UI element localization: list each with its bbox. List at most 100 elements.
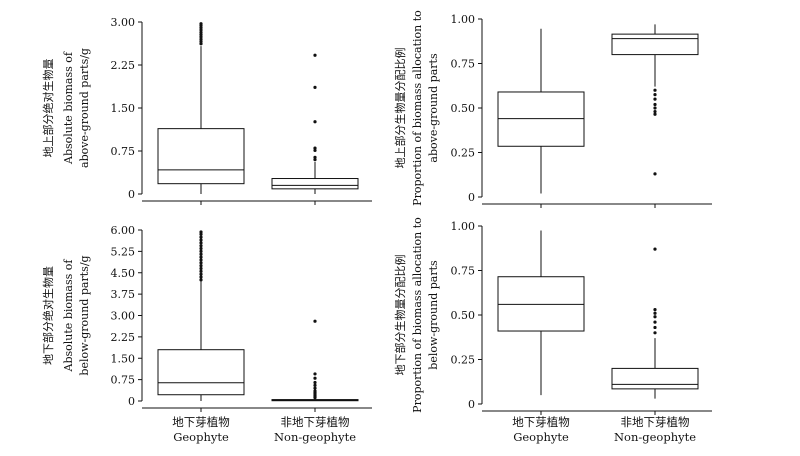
box-iqr	[157, 128, 245, 185]
box-geophyte	[497, 230, 585, 396]
outlier-point	[199, 261, 203, 265]
panel-above-absolute: 0 0.75 1.50 2.25 3.00 地上部分绝对生物量 Absolute bioma…	[41, 16, 372, 205]
box-geophyte	[157, 230, 245, 401]
panel-below-proportion: 0 0.25 0.50 0.75 1.00 地下部分生物量分配比例 Proportion o…	[393, 217, 712, 415]
outlier-point	[199, 241, 203, 245]
outlier-point	[199, 275, 203, 279]
outlier-point	[199, 22, 203, 26]
box-non-geophyte	[611, 24, 699, 176]
y-axis-label: 地下部分绝对生物量	[41, 266, 55, 365]
outlier-point	[199, 42, 203, 46]
y-axis-label: below-ground parts	[427, 260, 440, 370]
outlier-point	[313, 120, 317, 124]
outlier-point	[653, 102, 657, 107]
box-geophyte	[157, 22, 245, 194]
y-axis-label: above-ground parts	[427, 53, 440, 163]
outlier-point	[653, 331, 657, 335]
outlier-point	[199, 39, 203, 44]
outlier-point	[199, 26, 203, 30]
y-axis-label: Absolute biomass of	[62, 51, 75, 165]
y-axis-label: 地上部分绝对生物量	[41, 59, 55, 158]
outlier-point	[199, 35, 203, 39]
outlier-point	[199, 244, 203, 248]
outlier-point	[653, 311, 657, 315]
y-axis-label: 地上部分生物量分配比例	[393, 48, 407, 169]
y-tick-label: 3.00	[111, 310, 136, 323]
outlier-point	[199, 258, 203, 262]
y-tick-label: 0.75	[451, 265, 476, 278]
outlier-point	[653, 308, 657, 312]
outlier-point	[199, 266, 203, 271]
y-axis-label: 地下部分生物量分配比例	[393, 255, 407, 376]
outlier-point	[653, 325, 657, 330]
outlier-point	[313, 155, 317, 159]
y-tick-label: 0	[128, 188, 135, 201]
x-label-non-geophyte-en: Non-geophyte	[274, 430, 356, 444]
outlier-point	[199, 28, 203, 32]
outlier-point	[313, 386, 317, 390]
outlier-point	[199, 33, 203, 37]
y-tick-label: 0	[468, 398, 475, 411]
outlier-point	[653, 247, 657, 251]
y-tick-label: 0.25	[451, 147, 476, 160]
y-tick-label: 0.25	[451, 354, 476, 367]
y-tick-label: 0.75	[111, 374, 136, 387]
outlier-point	[199, 272, 203, 276]
x-label-non-geophyte-en: Non-geophyte	[614, 430, 696, 444]
y-tick-label: 0	[468, 191, 475, 204]
y-tick-label: 4.50	[111, 267, 136, 280]
x-label-non-geophyte-zh: 非地下芽植物	[281, 415, 350, 429]
outlier-point	[653, 320, 657, 324]
x-label-geophyte-en: Geophyte	[173, 430, 229, 444]
y-tick-label: 0.75	[111, 145, 136, 158]
outlier-point	[313, 85, 317, 89]
y-tick-label: 1.00	[451, 220, 476, 233]
y-tick-label: 3.75	[111, 288, 136, 301]
y-tick-label: 5.25	[111, 245, 136, 258]
outlier-point	[313, 146, 317, 150]
outlier-point	[199, 232, 203, 236]
y-tick-label: 0.50	[451, 102, 476, 115]
outlier-point	[313, 376, 317, 380]
box-iqr	[271, 178, 359, 190]
y-axis-label: Proportion of biomass allocation to	[411, 10, 424, 206]
outlier-point	[199, 255, 203, 259]
outlier-point	[313, 53, 317, 57]
outlier-point	[653, 106, 657, 110]
y-tick-label: 6.00	[111, 224, 136, 237]
outlier-point	[199, 278, 203, 282]
y-tick-label: 0.50	[451, 309, 476, 322]
outlier-point	[653, 109, 657, 114]
x-label-non-geophyte-zh: 非地下芽植物	[621, 415, 690, 429]
outlier-point	[313, 158, 317, 162]
y-tick-label: 1.50	[111, 352, 136, 365]
outlier-point	[199, 246, 203, 251]
box-non-geophyte	[271, 319, 359, 402]
y-tick-label: 1.00	[451, 13, 476, 26]
y-tick-label: 1.50	[111, 102, 136, 115]
outlier-point	[199, 252, 203, 256]
y-axis-label: below-ground parts/g	[78, 255, 91, 375]
box-geophyte	[497, 28, 585, 194]
y-tick-label: 2.25	[111, 331, 136, 344]
box-iqr	[157, 349, 245, 396]
y-axis-label: above-ground parts/g	[78, 48, 91, 168]
outlier-point	[313, 148, 317, 153]
box-iqr	[611, 33, 699, 56]
y-tick-label: 3.00	[111, 16, 136, 29]
outlier-point	[653, 172, 657, 176]
outlier-point	[653, 97, 657, 101]
box-non-geophyte	[271, 53, 359, 194]
outlier-point	[653, 88, 657, 92]
outlier-point	[653, 315, 657, 319]
x-label-geophyte-zh: 地下芽植物	[512, 415, 570, 429]
outlier-point	[199, 235, 203, 239]
outlier-point	[199, 37, 203, 41]
outlier-point	[199, 238, 203, 242]
x-label-geophyte-zh: 地下芽植物	[172, 415, 230, 429]
outlier-point	[199, 230, 203, 234]
x-label-geophyte-en: Geophyte	[513, 430, 569, 444]
outlier-point	[313, 319, 317, 323]
outlier-point	[199, 249, 203, 253]
